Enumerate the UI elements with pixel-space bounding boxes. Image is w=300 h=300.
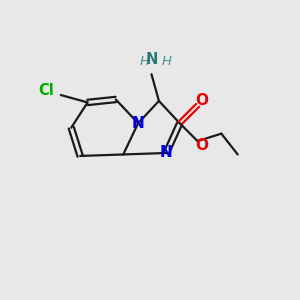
Text: N: N [145,52,158,67]
Text: Cl: Cl [38,83,54,98]
Text: O: O [196,93,208,108]
Text: H: H [161,55,171,68]
Text: N: N [132,116,145,131]
Text: N: N [160,146,173,160]
Text: H: H [140,55,150,68]
Text: O: O [196,138,208,153]
